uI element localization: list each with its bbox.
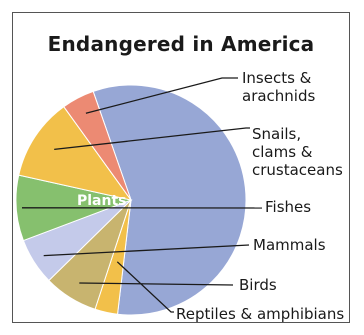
leader-line-mammals <box>43 244 250 257</box>
slice-label-birds: Birds <box>239 276 277 294</box>
leader-line-snails-clams-crustaceans <box>54 127 250 151</box>
slice-label-mammals: Mammals <box>253 236 326 254</box>
pie-slice-snails-clams-crustaceans <box>18 105 133 201</box>
leader-line-reptiles-amphibians <box>116 261 174 313</box>
slice-label-insects-arachnids-line-1: Insects & <box>242 69 312 87</box>
slice-label-snails-clams-crustaceans-line-2: clams & <box>252 143 313 161</box>
pie-slice-plants <box>92 84 247 316</box>
leader-line-insects-arachnids <box>85 77 238 114</box>
chart-title: Endangered in America <box>47 32 315 56</box>
leader-line-birds <box>79 282 234 286</box>
slice-label-insects-arachnids-line-2: arachnids <box>242 87 316 105</box>
pie-slice-insects-arachnids <box>63 90 132 201</box>
slice-label-fishes: Fishes <box>265 198 311 216</box>
slice-label-reptiles-amphibians: Reptiles & amphibians <box>176 305 344 323</box>
slice-label-plants: Plants <box>77 193 127 209</box>
slice-label-snails-clams-crustaceans-line-3: crustaceans <box>252 161 343 179</box>
slice-label-snails-clams-crustaceans-line-1: Snails, <box>252 125 301 143</box>
